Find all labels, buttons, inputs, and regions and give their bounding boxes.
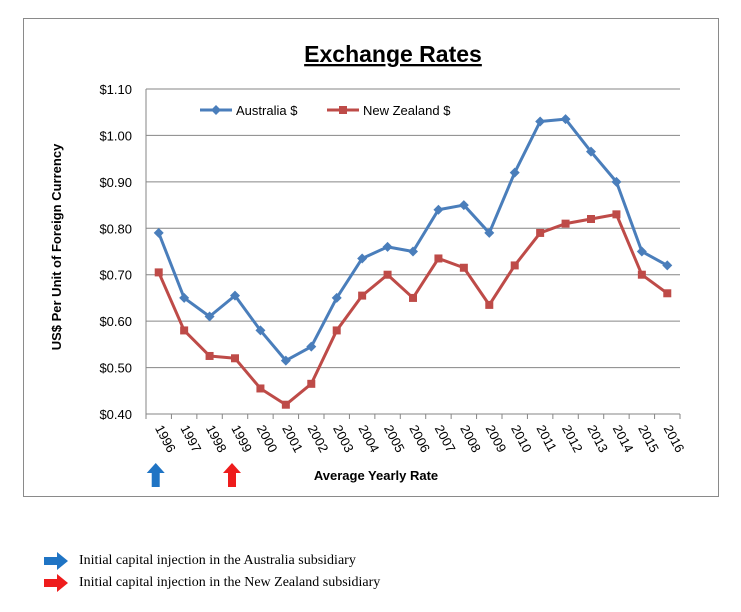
chart-frame	[23, 18, 719, 497]
legend-marker	[339, 106, 347, 114]
data-point-australia	[560, 114, 571, 125]
data-point-new-zealand	[587, 215, 595, 223]
data-point-australia	[153, 227, 164, 238]
data-point-australia	[535, 116, 546, 127]
data-point-new-zealand	[205, 351, 214, 360]
data-point-australia	[204, 311, 215, 322]
data-point-australia	[484, 227, 495, 238]
y-axis-ticks: $0.40 $0.50 $0.60 $0.70 $0.80 $0.90 $1.00 $1.10	[99, 82, 132, 422]
gridlines	[145, 88, 680, 415]
data-point-australia	[255, 325, 266, 336]
y-tick-label: $0.70	[99, 268, 132, 283]
note-australia-text: Initial capital injection in the Austral…	[79, 553, 356, 568]
x-tick-label: 1996	[152, 422, 179, 455]
annotation-arrow-1996	[146, 463, 165, 487]
x-tick-label: 2001	[279, 422, 306, 455]
x-tick-label: 2012	[559, 422, 586, 455]
exchange-rate-chart: Exchange Rates $0.40 $0.50 $0.60 $0.70 $0.80…	[49, 41, 688, 487]
x-axis-label: Average Yearly Rate	[314, 468, 438, 483]
x-tick-label: 2006	[406, 422, 433, 455]
x-tick-label: 2002	[305, 422, 332, 455]
note-new-zealand-text: Initial capital injection in the New Zea…	[79, 575, 381, 590]
data-point-new-zealand	[409, 293, 417, 302]
data-point-australia	[280, 355, 291, 366]
x-tick-label: 2005	[381, 422, 408, 455]
data-point-new-zealand	[536, 228, 545, 237]
data-point-new-zealand	[510, 261, 519, 270]
data-point-new-zealand	[612, 210, 621, 219]
x-tick-label: 2000	[254, 422, 281, 455]
y-tick-label: $0.90	[99, 175, 132, 190]
data-point-australia	[382, 241, 393, 252]
chart-title: Exchange Rates	[304, 41, 482, 67]
x-tick-label: 2007	[432, 422, 459, 455]
y-tick-label: $0.50	[99, 361, 132, 376]
x-tick-label: 2003	[330, 422, 357, 455]
x-tick-label: 2014	[610, 422, 637, 455]
data-point-australia	[230, 290, 240, 301]
legend: Australia $ New Zealand $	[200, 103, 451, 118]
annotation-arrow-1999	[223, 463, 241, 487]
y-axis-label: US$ Per Unit of Foreign Currency	[49, 143, 64, 350]
data-point-australia	[306, 341, 317, 352]
data-point-australia	[357, 253, 368, 264]
y-tick-label: $0.80	[99, 221, 132, 236]
x-tick-label: 2004	[355, 422, 382, 455]
legend-label: Australia $	[236, 103, 298, 118]
data-point-australia	[586, 146, 596, 157]
data-point-new-zealand	[180, 326, 189, 335]
data-point-new-zealand	[256, 384, 265, 393]
data-point-australia	[331, 292, 342, 303]
x-tick-label: 2016	[661, 422, 688, 455]
blue-arrow-icon	[44, 552, 68, 570]
data-point-new-zealand	[637, 270, 646, 279]
x-tick-label: 1999	[228, 422, 255, 455]
data-point-new-zealand	[383, 270, 392, 279]
data-point-australia	[179, 292, 190, 303]
x-tick-label: 2011	[533, 422, 559, 454]
data-point-new-zealand	[434, 254, 443, 263]
data-point-australia	[509, 167, 520, 178]
annotation-arrows	[146, 463, 241, 487]
x-tick-label: 2015	[635, 422, 662, 455]
note-new-zealand: Initial capital injection in the New Zea…	[43, 573, 380, 593]
data-point-australia	[458, 200, 469, 211]
data-point-australia	[636, 246, 647, 257]
data-point-australia	[662, 260, 673, 271]
data-series	[153, 114, 673, 409]
data-point-australia	[408, 246, 418, 257]
series-line-new-zealand	[157, 212, 669, 407]
x-tick-label: 1997	[177, 422, 204, 455]
x-tick-label: 1998	[203, 422, 230, 455]
data-point-new-zealand	[358, 291, 367, 300]
x-tick-label: 2009	[483, 422, 510, 455]
note-australia: Initial capital injection in the Austral…	[43, 551, 356, 571]
data-point-new-zealand	[154, 268, 163, 277]
red-arrow-icon	[44, 574, 68, 592]
data-point-new-zealand	[281, 400, 290, 409]
data-point-new-zealand	[561, 219, 570, 228]
data-point-new-zealand	[307, 379, 316, 388]
x-axis-ticks: 1996199719981999200020012002200320042005…	[145, 414, 688, 455]
y-tick-label: $1.00	[99, 128, 132, 143]
data-point-new-zealand	[485, 300, 494, 309]
data-point-new-zealand	[459, 263, 468, 272]
data-point-new-zealand	[663, 289, 672, 298]
x-tick-label: 2008	[457, 422, 484, 455]
legend-label: New Zealand $	[363, 103, 451, 118]
y-tick-label: $0.40	[99, 407, 132, 422]
data-point-new-zealand	[231, 354, 239, 363]
data-point-australia	[611, 176, 622, 187]
data-point-australia	[433, 204, 444, 215]
legend-marker	[211, 105, 221, 115]
y-tick-label: $1.10	[99, 82, 132, 97]
y-tick-label: $0.60	[99, 314, 132, 329]
data-point-new-zealand	[332, 326, 341, 335]
x-tick-label: 2010	[508, 422, 535, 455]
x-tick-label: 2013	[584, 422, 611, 455]
